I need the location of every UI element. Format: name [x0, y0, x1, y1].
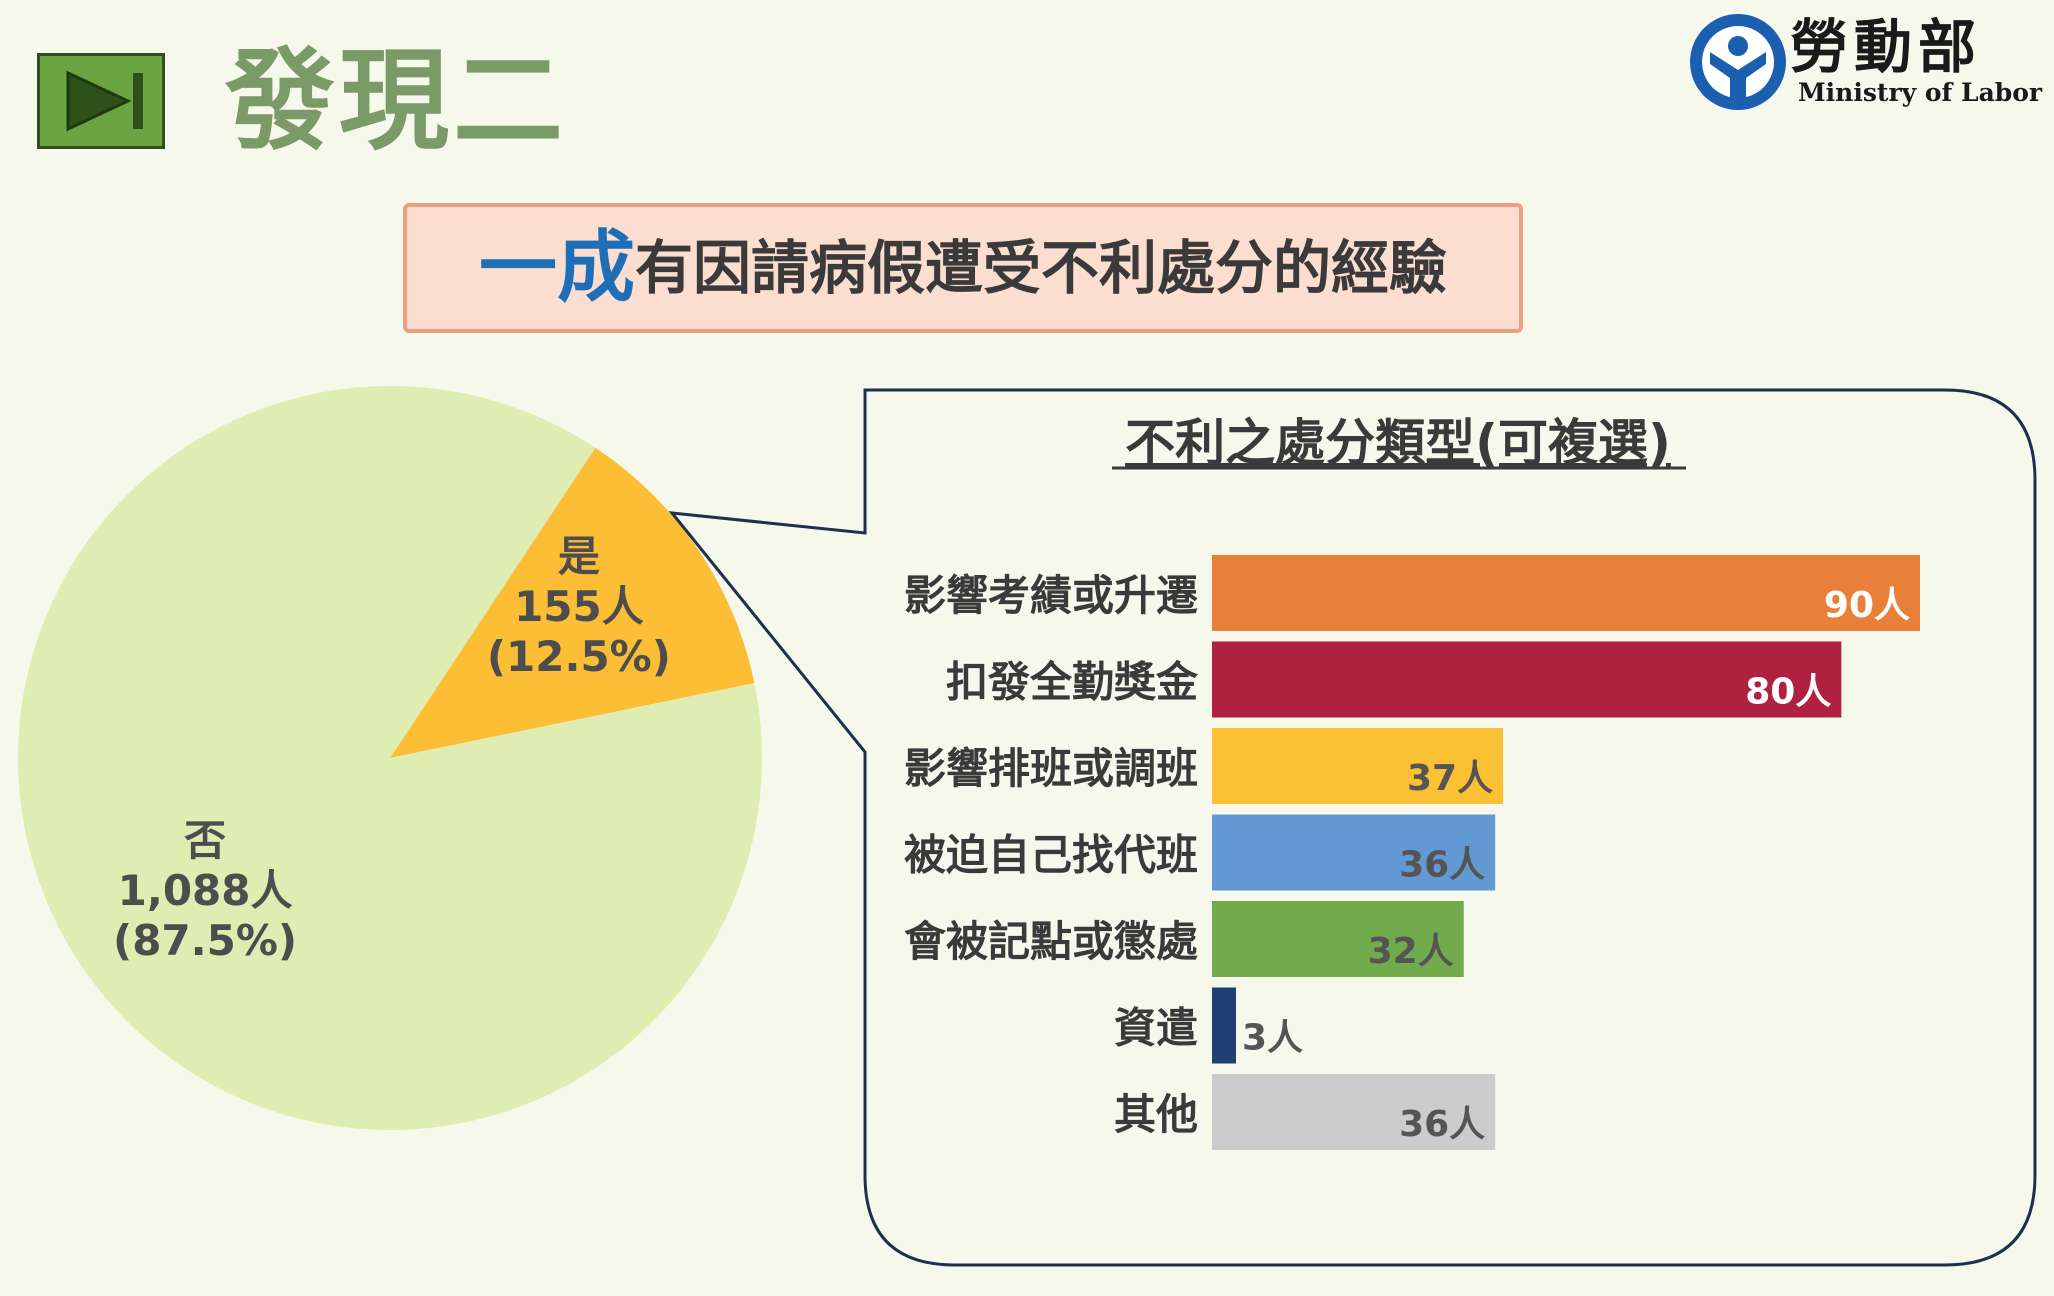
bar-chart-title: 不利之處分類型(可複選)	[1125, 414, 1671, 472]
bar-1	[1212, 641, 1842, 718]
bar-value-label-4: 32人	[1368, 931, 1454, 972]
logo-chinese-text: 勞動部	[1790, 13, 1983, 81]
pie-label-yes-1: 155人	[514, 582, 644, 631]
bar-4	[1212, 901, 1464, 977]
page-title: 發現二	[225, 37, 567, 165]
pie-label-no-1: 1,088人	[118, 866, 293, 915]
pie-label-no-2: (87.5%)	[113, 916, 297, 965]
ministry-logo: 勞動部 Ministry of Labor	[1688, 12, 2042, 114]
headline-banner: 一成 有因請病假遭受不利處分的經驗	[403, 203, 1523, 333]
bar-value-label-5: 3人	[1242, 1018, 1303, 1059]
bar-category-label-3: 被迫自己找代班	[904, 831, 1198, 880]
bar-value-label-2: 37人	[1407, 758, 1493, 799]
bar-5	[1212, 987, 1236, 1064]
ministry-emblem-icon	[1690, 14, 1786, 110]
bar-value-label-1: 80人	[1745, 672, 1831, 713]
headline-emphasis: 一成	[478, 223, 635, 313]
bar-category-label-0: 影響考績或升遷	[904, 571, 1198, 620]
bar-category-label-4: 會被記點或懲處	[904, 917, 1198, 966]
play-next-icon[interactable]	[37, 53, 165, 149]
pie-label-no-0: 否	[184, 816, 226, 865]
pie-label-yes-0: 是	[558, 532, 600, 581]
bar-value-label-0: 90人	[1824, 585, 1910, 626]
bar-3	[1212, 814, 1496, 891]
bar-category-label-1: 扣發全勤獎金	[946, 658, 1199, 707]
bar-value-label-6: 36人	[1399, 1104, 1485, 1145]
pie-slice-no	[18, 385, 763, 1130]
pie-label-yes-2: (12.5%)	[487, 632, 671, 681]
logo-english-text: Ministry of Labor	[1798, 78, 2043, 107]
bar-category-label-2: 影響排班或調班	[904, 744, 1198, 793]
bar-0	[1212, 555, 1920, 631]
headline-text: 有因請病假遭受不利處分的經驗	[635, 234, 1448, 302]
bar-value-label-3: 36人	[1399, 845, 1485, 886]
bar-2	[1212, 728, 1504, 804]
pie-slice-yes	[390, 447, 755, 758]
bar-category-label-5: 資遣	[1114, 1004, 1198, 1053]
bar-6	[1212, 1074, 1496, 1150]
callout-bubble	[668, 388, 2037, 1267]
bar-category-label-6: 其他	[1114, 1090, 1198, 1139]
